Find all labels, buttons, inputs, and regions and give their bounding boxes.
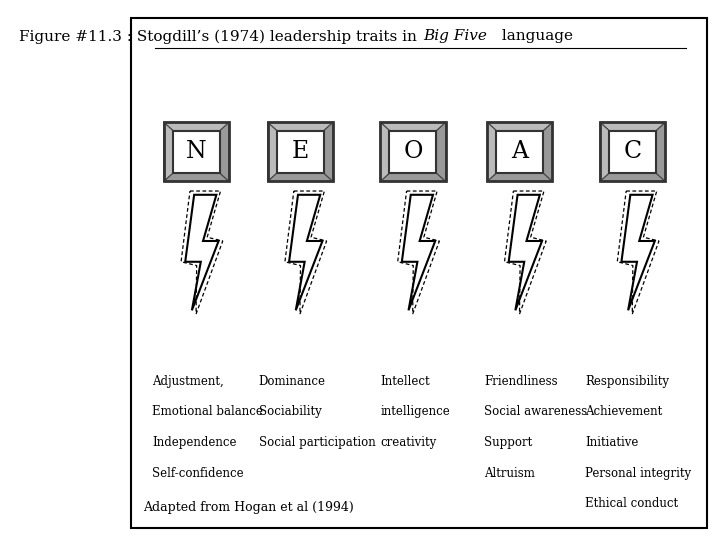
Polygon shape — [220, 122, 229, 181]
Text: E: E — [292, 140, 309, 163]
Text: Figure #11.3 : Stogdill’s (1974) leadership traits in: Figure #11.3 : Stogdill’s (1974) leaders… — [19, 29, 422, 44]
Polygon shape — [600, 122, 665, 131]
Text: A: A — [511, 140, 528, 163]
Text: Sociability: Sociability — [258, 406, 321, 419]
Bar — [380, 122, 446, 181]
Text: creativity: creativity — [380, 436, 436, 449]
Polygon shape — [436, 122, 446, 181]
Text: intelligence: intelligence — [380, 406, 450, 419]
Text: Independence: Independence — [152, 436, 236, 449]
Bar — [268, 122, 333, 181]
Bar — [163, 122, 229, 181]
Text: Friendliness: Friendliness — [484, 375, 558, 388]
Bar — [276, 131, 324, 173]
Polygon shape — [268, 122, 276, 181]
Text: Intellect: Intellect — [380, 375, 430, 388]
Polygon shape — [487, 173, 552, 181]
Polygon shape — [268, 122, 333, 131]
Text: Initiative: Initiative — [585, 436, 639, 449]
Polygon shape — [380, 122, 390, 181]
Polygon shape — [163, 173, 229, 181]
Text: Emotional balance: Emotional balance — [152, 406, 263, 419]
Polygon shape — [268, 173, 333, 181]
Polygon shape — [380, 122, 446, 131]
Polygon shape — [544, 122, 552, 181]
Polygon shape — [656, 122, 665, 181]
Bar — [609, 131, 656, 173]
Text: Responsibility: Responsibility — [585, 375, 669, 388]
Text: Personal integrity: Personal integrity — [585, 467, 691, 480]
Text: O: O — [403, 140, 423, 163]
Text: Achievement: Achievement — [585, 406, 662, 419]
Bar — [496, 131, 544, 173]
Polygon shape — [163, 122, 229, 131]
Text: C: C — [624, 140, 642, 163]
Bar — [390, 131, 436, 173]
Text: Dominance: Dominance — [258, 375, 325, 388]
Text: Big Five: Big Five — [423, 29, 487, 43]
FancyBboxPatch shape — [131, 17, 707, 528]
Text: Support: Support — [484, 436, 532, 449]
Text: Social awareness: Social awareness — [484, 406, 588, 419]
Text: Adapted from Hogan et al (1994): Adapted from Hogan et al (1994) — [143, 502, 354, 515]
Polygon shape — [600, 122, 609, 181]
Polygon shape — [163, 122, 173, 181]
Text: Social participation: Social participation — [258, 436, 375, 449]
Bar — [600, 122, 665, 181]
Bar — [173, 131, 220, 173]
Text: N: N — [186, 140, 207, 163]
Polygon shape — [487, 122, 496, 181]
Polygon shape — [324, 122, 333, 181]
Polygon shape — [487, 122, 552, 131]
Text: Adjustment,: Adjustment, — [152, 375, 224, 388]
Text: Self-confidence: Self-confidence — [152, 467, 243, 480]
Bar — [487, 122, 552, 181]
Polygon shape — [380, 173, 446, 181]
Text: Ethical conduct: Ethical conduct — [585, 497, 678, 510]
Text: Altruism: Altruism — [484, 467, 535, 480]
Polygon shape — [600, 173, 665, 181]
Text: language: language — [497, 29, 572, 43]
